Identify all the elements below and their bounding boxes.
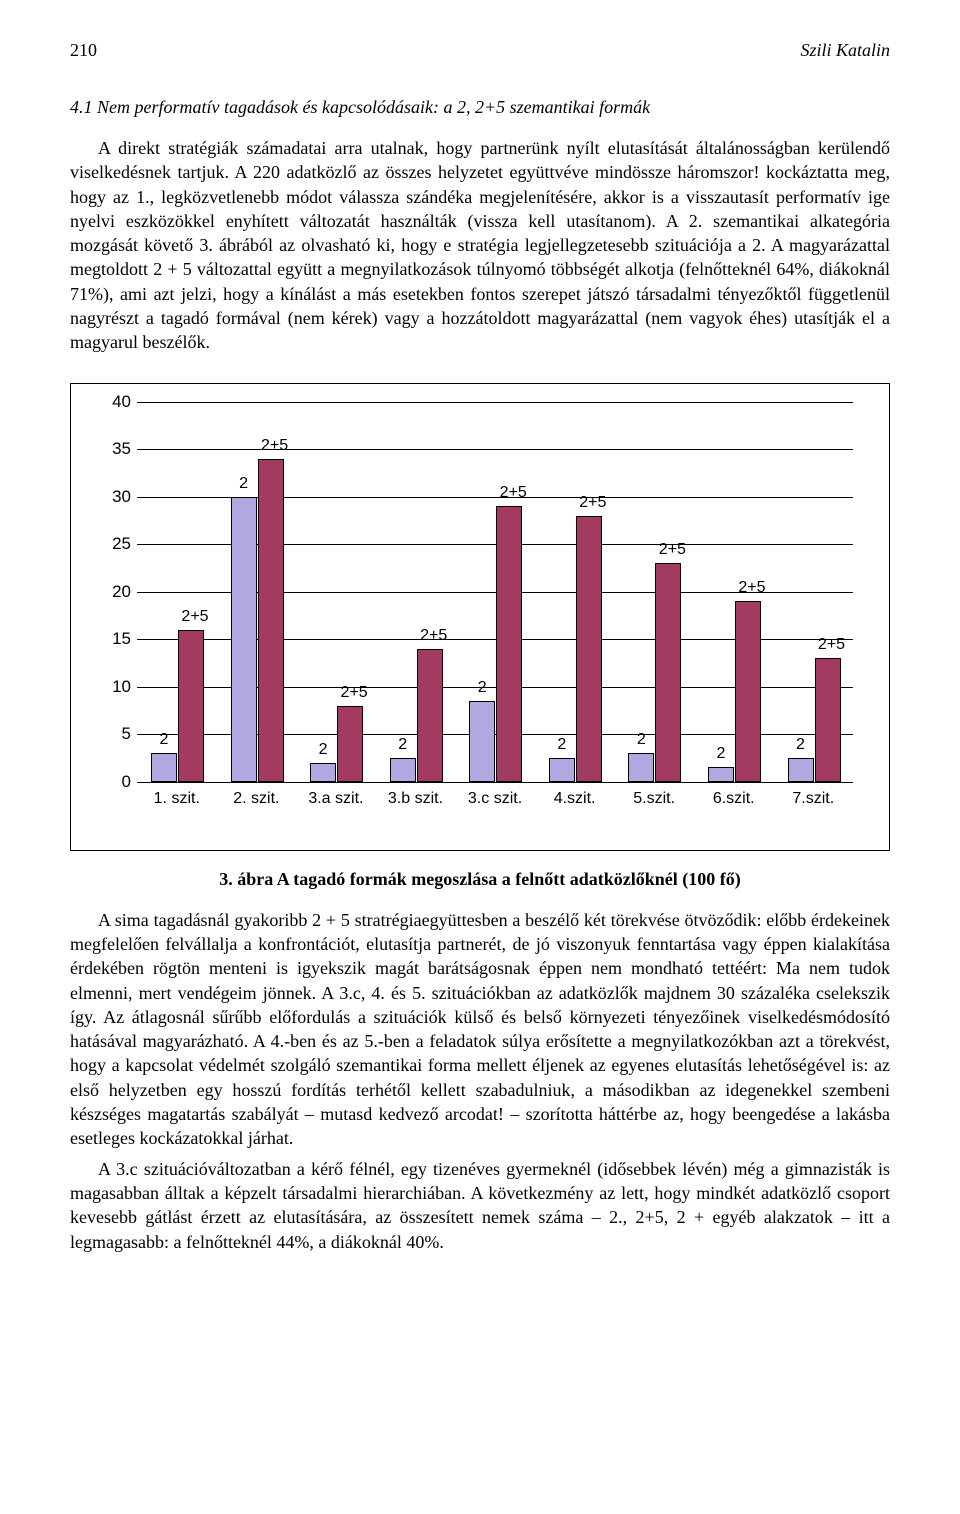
x-tick-label: 6.szit. xyxy=(694,790,774,808)
paragraph-3: A 3.c szituációváltozatban a kérő félnél… xyxy=(70,1157,890,1254)
figure-caption: 3. ábra A tagadó formák megoszlása a fel… xyxy=(70,869,890,890)
bar-series-2 xyxy=(231,497,257,782)
y-tick-label: 30 xyxy=(93,487,131,507)
running-head: 210 Szili Katalin xyxy=(70,40,890,61)
bar-label-2plus5: 2+5 xyxy=(496,484,530,502)
x-axis-labels: 1. szit.2. szit.3.a szit.3.b szit.3.c sz… xyxy=(137,790,853,808)
bar-groups: 2 2+5 2 2+5 2 2+5 2 2+5 2 2+5 2 2+5 2 2+5 2 2+5 2 2+5 xyxy=(137,402,853,782)
bar-series-2plus5 xyxy=(576,516,602,782)
bar-series-2plus5 xyxy=(655,563,681,782)
bar-series-2plus5 xyxy=(178,630,204,782)
bar-group: 2 2+5 xyxy=(376,402,456,782)
y-tick-label: 35 xyxy=(93,439,131,459)
bar-series-2plus5 xyxy=(815,658,841,782)
y-tick-label: 20 xyxy=(93,582,131,602)
bar-label-2: 2 xyxy=(151,731,177,749)
bar-group: 2 2+5 xyxy=(217,402,297,782)
bar-group: 2 2+5 xyxy=(694,402,774,782)
y-tick-label: 25 xyxy=(93,534,131,554)
bar-label-2plus5: 2+5 xyxy=(815,636,849,654)
x-tick-label: 4.szit. xyxy=(535,790,615,808)
bar-series-2plus5 xyxy=(496,506,522,782)
bar-group: 2 2+5 xyxy=(296,402,376,782)
bar-label-2plus5: 2+5 xyxy=(735,579,769,597)
x-tick-label: 7.szit. xyxy=(774,790,854,808)
x-tick-label: 3.a szit. xyxy=(296,790,376,808)
bar-series-2 xyxy=(310,763,336,782)
bar-group: 2 2+5 xyxy=(455,402,535,782)
y-tick-label: 5 xyxy=(93,724,131,744)
y-tick-label: 0 xyxy=(93,772,131,792)
bar-label-2: 2 xyxy=(390,736,416,754)
bar-label-2plus5: 2+5 xyxy=(576,494,610,512)
bar-chart: 051015202530354022+522+522+522+522+522+5… xyxy=(93,402,853,842)
chart-container: 0 5 10 15 20 25 30 35 40 2 2+5 2 2+5 2 2+5 2 2+5 2 2+5 2 2+5… xyxy=(70,383,890,851)
bar-label-2plus5: 2+5 xyxy=(417,627,451,645)
bar-series-2plus5 xyxy=(417,649,443,782)
bar-group: 2 2+5 xyxy=(535,402,615,782)
author-name: Szili Katalin xyxy=(800,40,890,61)
x-tick-label: 3.c szit. xyxy=(455,790,535,808)
bar-group: 2 2+5 xyxy=(774,402,854,782)
y-tick-label: 15 xyxy=(93,629,131,649)
bar-label-2: 2 xyxy=(549,736,575,754)
bar-label-2: 2 xyxy=(469,679,495,697)
bar-label-2: 2 xyxy=(231,475,257,493)
bar-series-2 xyxy=(549,758,575,782)
page: 210 Szili Katalin 4.1 Nem performatív ta… xyxy=(0,0,960,1310)
bar-series-2 xyxy=(788,758,814,782)
y-tick-label: 10 xyxy=(93,677,131,697)
y-tick-label: 40 xyxy=(93,392,131,412)
x-tick-label: 5.szit. xyxy=(614,790,694,808)
bar-group: 2 2+5 xyxy=(614,402,694,782)
bar-series-2plus5 xyxy=(258,459,284,782)
bar-label-2: 2 xyxy=(628,731,654,749)
bar-series-2 xyxy=(390,758,416,782)
bar-label-2plus5: 2+5 xyxy=(337,684,371,702)
bar-series-2plus5 xyxy=(337,706,363,782)
section-title: 4.1 Nem performatív tagadások és kapcsol… xyxy=(70,97,890,118)
x-tick-label: 1. szit. xyxy=(137,790,217,808)
x-tick-label: 2. szit. xyxy=(217,790,297,808)
page-number: 210 xyxy=(70,40,97,61)
bar-series-2 xyxy=(708,767,734,781)
bar-label-2: 2 xyxy=(708,745,734,763)
paragraph-2: A sima tagadásnál gyakoribb 2 + 5 stratr… xyxy=(70,908,890,1151)
bar-label-2: 2 xyxy=(310,741,336,759)
bar-series-2 xyxy=(628,753,654,782)
bar-series-2plus5 xyxy=(735,601,761,782)
bar-label-2: 2 xyxy=(788,736,814,754)
bar-label-2plus5: 2+5 xyxy=(258,437,292,455)
bar-label-2plus5: 2+5 xyxy=(178,608,212,626)
paragraph-1: A direkt stratégiák számadatai arra utal… xyxy=(70,136,890,355)
bar-group: 2 2+5 xyxy=(137,402,217,782)
bar-series-2 xyxy=(469,701,495,782)
bar-series-2 xyxy=(151,753,177,782)
x-tick-label: 3.b szit. xyxy=(376,790,456,808)
bar-label-2plus5: 2+5 xyxy=(655,541,689,559)
